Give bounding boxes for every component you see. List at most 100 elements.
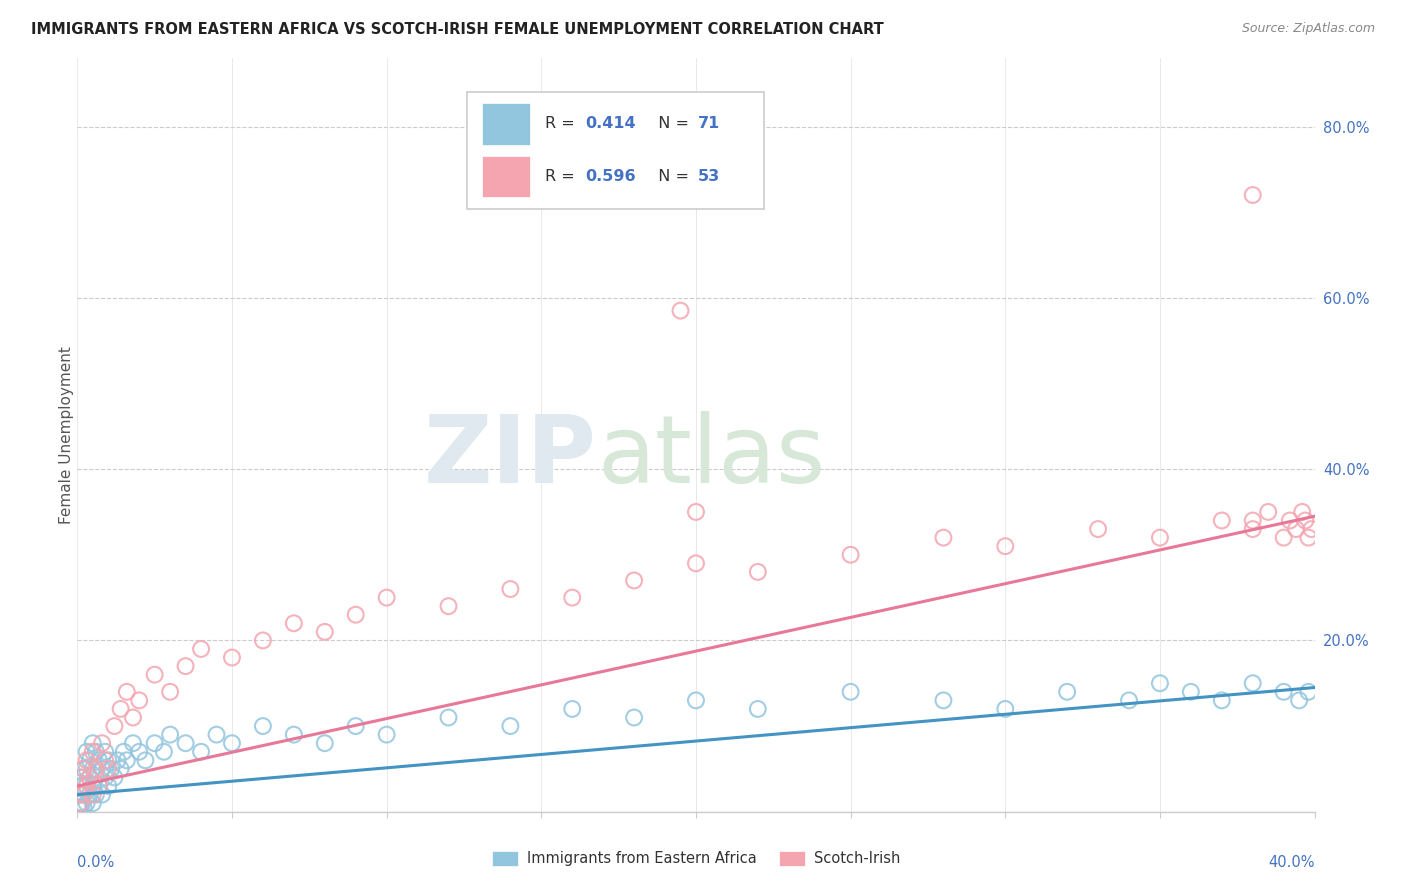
Point [375, 728, 398, 742]
Text: 40.0%: 40.0% [1268, 855, 1315, 871]
Point [76, 745, 98, 759]
Text: R =: R = [546, 117, 581, 131]
Point [76, 796, 98, 810]
Point [67, 796, 90, 810]
Point [190, 745, 212, 759]
FancyBboxPatch shape [482, 156, 530, 197]
Point [115, 753, 138, 767]
Text: 0.0%: 0.0% [77, 855, 114, 871]
Point [314, 736, 336, 750]
Point [1180, 685, 1202, 699]
Point [314, 624, 336, 639]
Point [1288, 693, 1310, 707]
Point [623, 574, 645, 588]
Point [159, 685, 181, 699]
Point [1272, 531, 1295, 545]
Text: 53: 53 [697, 169, 720, 184]
Point [84, 762, 107, 776]
Point [747, 565, 769, 579]
Point [91, 788, 114, 802]
Point [122, 710, 145, 724]
Point [669, 303, 692, 318]
Point [561, 591, 583, 605]
Point [1285, 522, 1308, 536]
Point [103, 771, 125, 785]
Point [72, 762, 94, 776]
Legend: Immigrants from Eastern Africa, Scotch-Irish: Immigrants from Eastern Africa, Scotch-I… [486, 846, 905, 872]
Point [79, 788, 101, 802]
Point [82, 762, 104, 776]
Point [839, 685, 862, 699]
Point [190, 642, 212, 657]
Text: IMMIGRANTS FROM EASTERN AFRICA VS SCOTCH-IRISH FEMALE UNEMPLOYMENT CORRELATION C: IMMIGRANTS FROM EASTERN AFRICA VS SCOTCH… [31, 22, 884, 37]
Point [69, 779, 91, 793]
Point [112, 745, 135, 759]
Point [437, 710, 460, 724]
Point [82, 745, 104, 759]
Point [153, 745, 176, 759]
Text: R =: R = [546, 169, 581, 184]
Point [685, 693, 707, 707]
Point [91, 736, 114, 750]
Point [437, 599, 460, 614]
Point [79, 771, 101, 785]
Text: 71: 71 [697, 117, 720, 131]
Point [623, 710, 645, 724]
Point [344, 719, 367, 733]
Point [747, 702, 769, 716]
Point [82, 736, 104, 750]
Point [1257, 505, 1279, 519]
Point [1087, 522, 1109, 536]
Point [375, 591, 398, 605]
Text: N =: N = [648, 117, 695, 131]
Point [499, 719, 522, 733]
Point [1294, 514, 1316, 528]
Point [72, 779, 94, 793]
Point [72, 800, 94, 814]
Point [994, 702, 1017, 716]
Point [1211, 514, 1233, 528]
Point [69, 788, 91, 802]
Point [76, 753, 98, 767]
Point [72, 788, 94, 802]
Point [76, 779, 98, 793]
Point [94, 753, 117, 767]
Point [839, 548, 862, 562]
Point [134, 753, 156, 767]
Point [69, 800, 91, 814]
Point [143, 736, 166, 750]
Point [685, 505, 707, 519]
FancyBboxPatch shape [467, 92, 763, 209]
Point [91, 762, 114, 776]
Point [100, 762, 122, 776]
Text: atlas: atlas [598, 411, 825, 503]
Point [561, 702, 583, 716]
Point [1149, 676, 1171, 690]
Point [84, 745, 107, 759]
Text: Source: ZipAtlas.com: Source: ZipAtlas.com [1241, 22, 1375, 36]
Point [84, 788, 107, 802]
Point [932, 531, 955, 545]
Point [122, 736, 145, 750]
Point [1241, 676, 1264, 690]
Point [97, 779, 120, 793]
Point [94, 745, 117, 759]
Point [221, 736, 243, 750]
Point [72, 788, 94, 802]
Point [110, 702, 132, 716]
Point [932, 693, 955, 707]
Point [82, 796, 104, 810]
Point [283, 728, 305, 742]
Point [97, 753, 120, 767]
Point [1301, 522, 1323, 536]
Point [76, 779, 98, 793]
Point [87, 753, 110, 767]
Point [499, 582, 522, 596]
Point [1291, 505, 1313, 519]
Point [97, 762, 120, 776]
Point [79, 771, 101, 785]
Y-axis label: Female Unemployment: Female Unemployment [59, 346, 73, 524]
Point [143, 667, 166, 681]
Point [76, 762, 98, 776]
Point [79, 753, 101, 767]
